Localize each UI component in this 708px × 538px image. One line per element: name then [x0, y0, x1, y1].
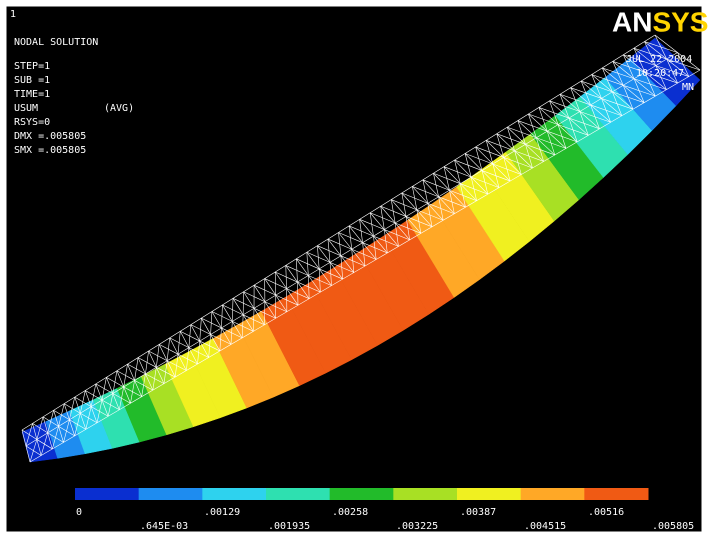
legend-label: .005805: [652, 521, 694, 532]
legend-label: .003225: [396, 521, 438, 532]
info-line: TIME=1: [14, 89, 50, 100]
legend-label: .001935: [268, 521, 310, 532]
time: 10:20:47: [636, 68, 684, 79]
legend-swatch: [457, 488, 521, 500]
graphics-window: 1 NODAL SOLUTION STEP=1 SUB =1 TIME=1 USUM (A…: [0, 0, 708, 538]
legend-swatch: [202, 488, 266, 500]
legend-swatch: [266, 488, 330, 500]
info-line: SUB =1: [14, 75, 50, 86]
mn-marker: MN: [682, 82, 694, 93]
legend-label: .645E-03: [140, 521, 188, 532]
legend-swatch: [521, 488, 585, 500]
info-line: DMX =.005805: [14, 131, 86, 142]
ansys-logo: ANSYS: [612, 6, 708, 37]
page: {"window_number": "1", "info": ["NODAL S…: [0, 0, 708, 538]
legend-swatch: [139, 488, 203, 500]
info-line: STEP=1: [14, 61, 50, 72]
legend-swatch: [75, 488, 139, 500]
legend-label: 0: [76, 507, 82, 518]
legend-label: .00258: [332, 507, 368, 518]
legend-swatch: [584, 488, 648, 500]
window-number: 1: [10, 9, 16, 20]
info-line: SMX =.005805: [14, 145, 86, 156]
legend-swatch: [330, 488, 394, 500]
info-line: RSYS=0: [14, 117, 50, 128]
legend-label: .004515: [524, 521, 566, 532]
date: JUL 22 2004: [626, 54, 692, 65]
info-line: USUM: [14, 103, 38, 114]
legend-label: .00516: [588, 507, 624, 518]
info-line: NODAL SOLUTION: [14, 37, 98, 48]
legend-label: .00129: [204, 507, 240, 518]
legend-swatch: [393, 488, 457, 500]
legend-label: .00387: [460, 507, 496, 518]
info-line: (AVG): [104, 103, 134, 114]
